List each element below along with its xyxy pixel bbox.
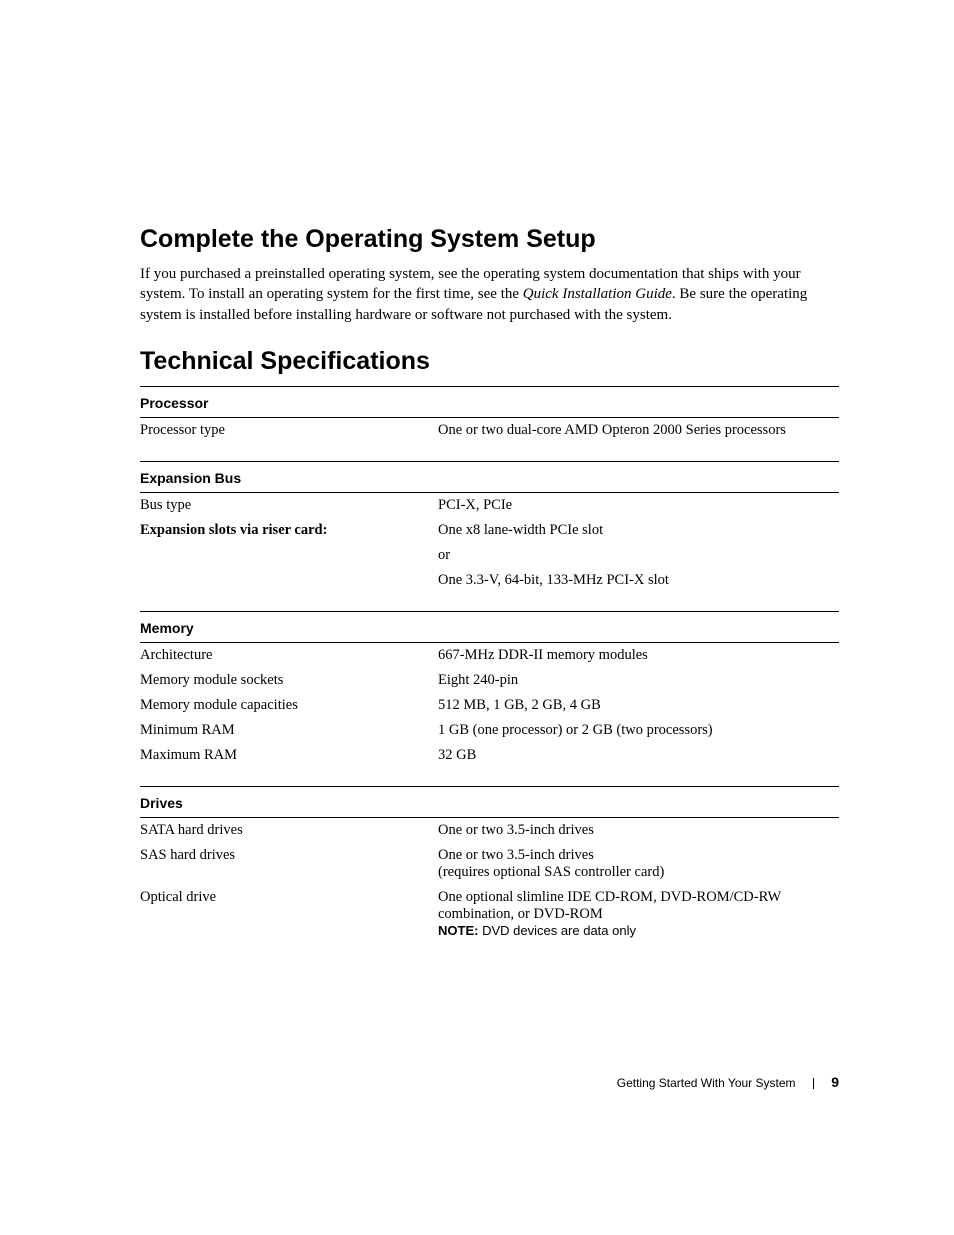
section-header-drives: Drives: [140, 786, 839, 817]
section-title: Drives: [140, 786, 839, 817]
heading-technical-specs: Technical Specifications: [140, 347, 839, 376]
heading-complete-os-setup: Complete the Operating System Setup: [140, 225, 839, 254]
spec-row: Expansion slots via riser card: One x8 l…: [140, 518, 839, 543]
spec-row: Memory module capacities 512 MB, 1 GB, 2…: [140, 693, 839, 718]
spec-label: Processor type: [140, 417, 438, 443]
spec-value: or: [438, 543, 839, 568]
os-setup-paragraph: If you purchased a preinstalled operatin…: [140, 264, 839, 325]
spec-label: Memory module sockets: [140, 668, 438, 693]
sas-line1: One or two 3.5-inch drives: [438, 847, 594, 863]
spec-value: One x8 lane-width PCIe slot: [438, 518, 839, 543]
spec-label: SAS hard drives: [140, 843, 438, 885]
spec-value: One 3.3-V, 64-bit, 133-MHz PCI-X slot: [438, 568, 839, 593]
section-title: Memory: [140, 611, 839, 642]
spec-label-expansion-slots: Expansion slots via riser card:: [140, 518, 438, 543]
quick-install-guide-ref: Quick Installation Guide: [523, 286, 672, 302]
spec-label: Memory module capacities: [140, 693, 438, 718]
spec-row: Optical drive One optional slimline IDE …: [140, 885, 839, 944]
spec-label: SATA hard drives: [140, 817, 438, 843]
spec-row: Processor type One or two dual-core AMD …: [140, 417, 839, 443]
footer-title: Getting Started With Your System: [617, 1076, 796, 1090]
spec-row: Maximum RAM 32 GB: [140, 743, 839, 768]
spec-row: or: [140, 543, 839, 568]
spec-value: One or two 3.5-inch drives (requires opt…: [438, 843, 839, 885]
section-header-expansion: Expansion Bus: [140, 461, 839, 492]
spec-value: Eight 240-pin: [438, 668, 839, 693]
note-label: NOTE:: [438, 923, 478, 938]
footer-divider: [813, 1078, 814, 1089]
spec-label: Maximum RAM: [140, 743, 438, 768]
section-title: Processor: [140, 386, 839, 417]
spec-row: One 3.3-V, 64-bit, 133-MHz PCI-X slot: [140, 568, 839, 593]
spec-value: PCI-X, PCIe: [438, 492, 839, 518]
page-footer: Getting Started With Your System 9: [617, 1074, 839, 1090]
document-page: Complete the Operating System Setup If y…: [0, 0, 954, 1235]
spec-row: Bus type PCI-X, PCIe: [140, 492, 839, 518]
optical-line1: One optional slimline IDE CD-ROM, DVD-RO…: [438, 889, 781, 922]
spec-row: SATA hard drives One or two 3.5-inch dri…: [140, 817, 839, 843]
spec-row: SAS hard drives One or two 3.5-inch driv…: [140, 843, 839, 885]
section-title: Expansion Bus: [140, 461, 839, 492]
spec-row: Architecture 667-MHz DDR-II memory modul…: [140, 642, 839, 668]
spec-label: Optical drive: [140, 885, 438, 944]
spec-value: 512 MB, 1 GB, 2 GB, 4 GB: [438, 693, 839, 718]
sas-line2: (requires optional SAS controller card): [438, 864, 664, 880]
spec-value: One or two 3.5-inch drives: [438, 817, 839, 843]
section-header-memory: Memory: [140, 611, 839, 642]
spec-row: Minimum RAM 1 GB (one processor) or 2 GB…: [140, 718, 839, 743]
spec-row: Memory module sockets Eight 240-pin: [140, 668, 839, 693]
specs-table: Processor Processor type One or two dual…: [140, 386, 839, 944]
spec-value: One optional slimline IDE CD-ROM, DVD-RO…: [438, 885, 839, 944]
spec-label: Bus type: [140, 492, 438, 518]
note-text: DVD devices are data only: [478, 923, 636, 938]
spec-value: One or two dual-core AMD Opteron 2000 Se…: [438, 417, 839, 443]
spec-label: Architecture: [140, 642, 438, 668]
spec-value: 1 GB (one processor) or 2 GB (two proces…: [438, 718, 839, 743]
optical-note: NOTE: DVD devices are data only: [438, 923, 636, 938]
page-number: 9: [831, 1074, 839, 1090]
spec-label: Minimum RAM: [140, 718, 438, 743]
section-header-processor: Processor: [140, 386, 839, 417]
spec-value: 667-MHz DDR-II memory modules: [438, 642, 839, 668]
spec-value: 32 GB: [438, 743, 839, 768]
